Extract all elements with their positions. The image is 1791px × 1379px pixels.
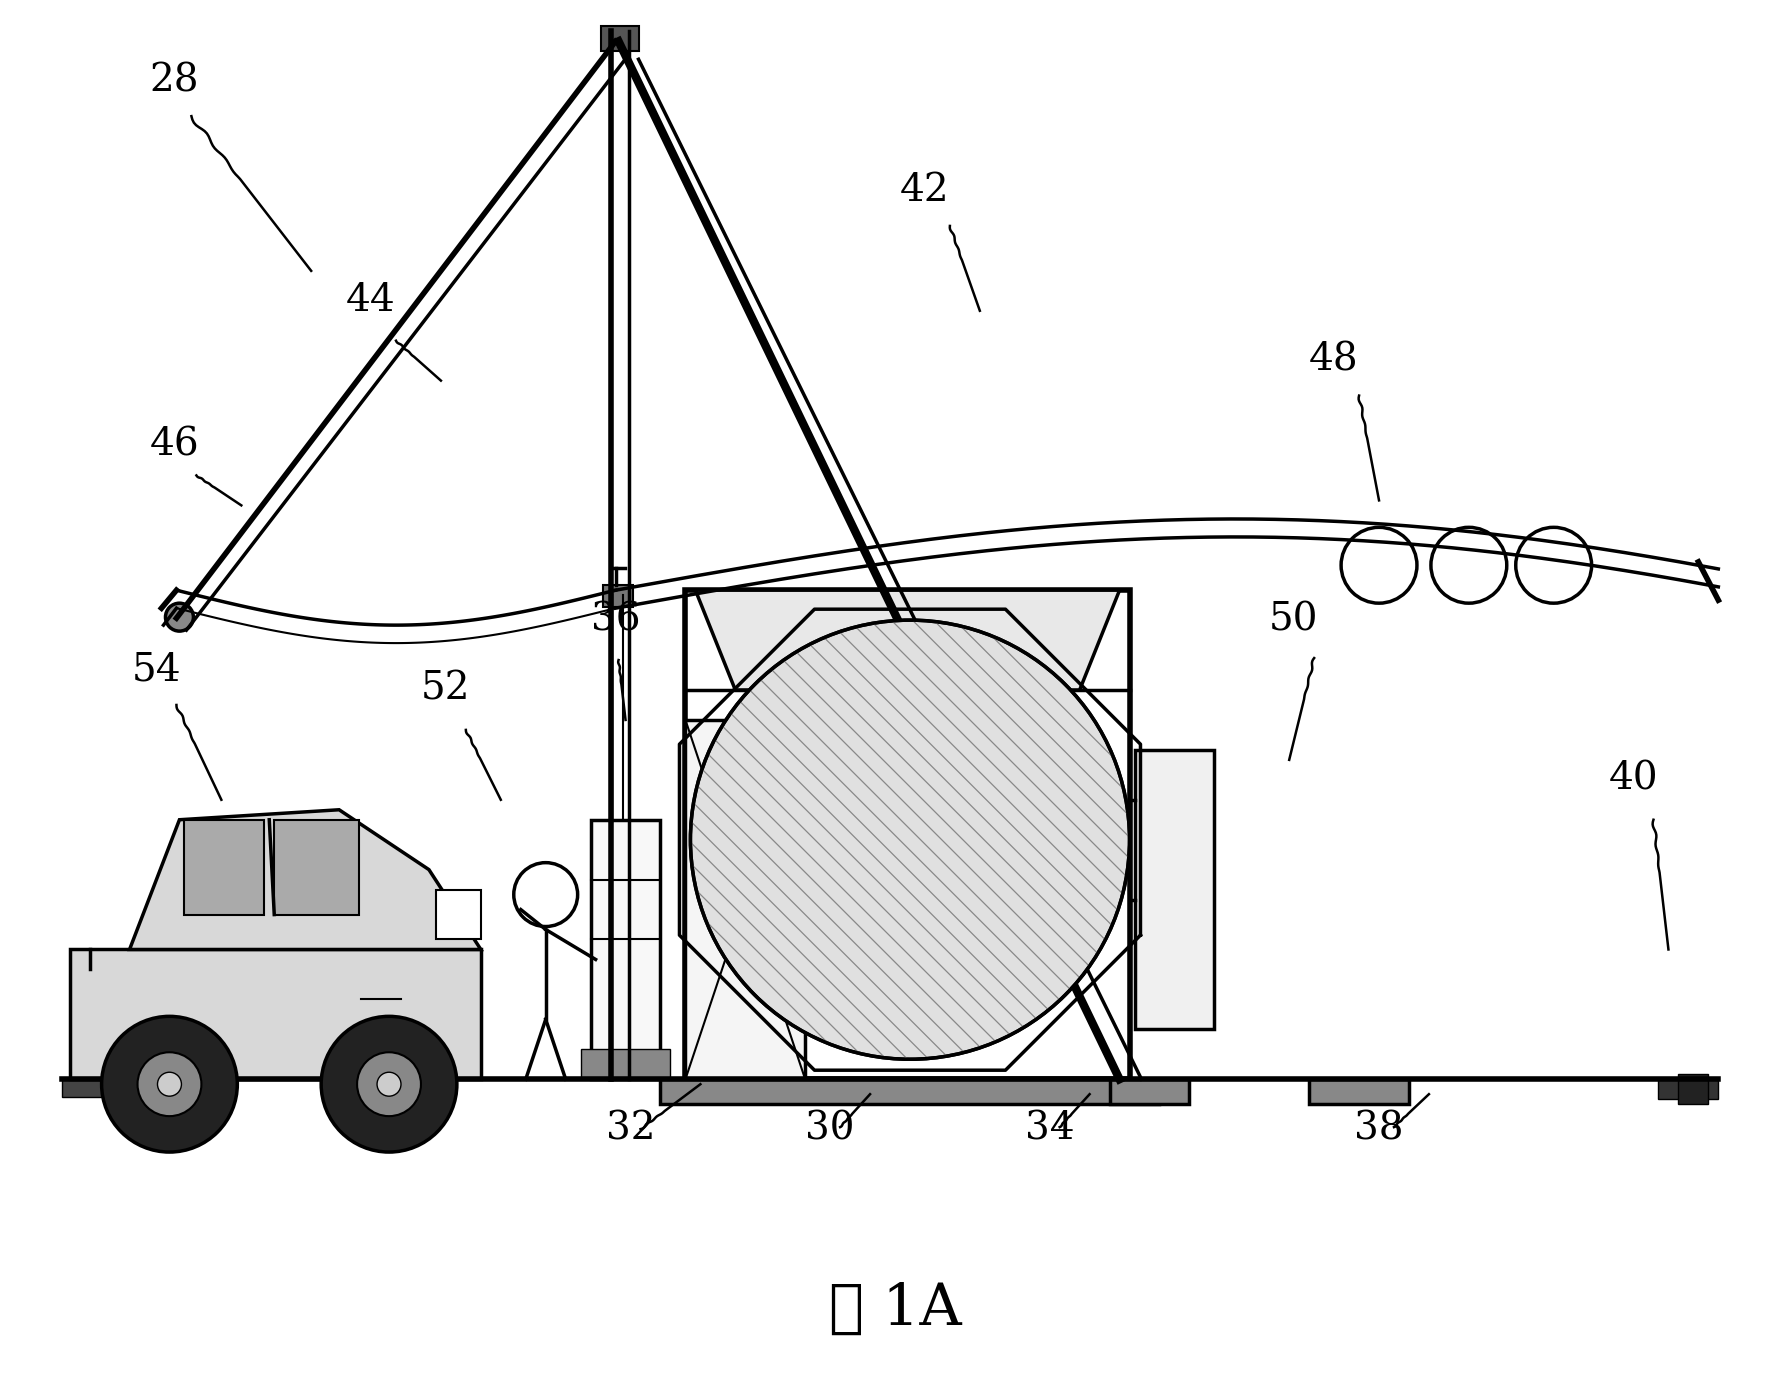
Text: 32: 32 [605,1110,656,1147]
Bar [274,819,358,914]
Bar [70,950,480,1080]
Bar [184,819,265,914]
Circle shape [158,1073,181,1096]
Bar [686,590,1130,1080]
Bar [591,819,661,1080]
Text: 36: 36 [591,601,639,638]
Circle shape [165,603,193,632]
Text: 48: 48 [1309,342,1359,379]
Bar [435,889,480,939]
Bar [602,585,632,607]
Text: 38: 38 [1354,1110,1404,1147]
Circle shape [356,1052,421,1116]
Text: 50: 50 [1270,601,1318,638]
Circle shape [690,621,1130,1059]
Text: 42: 42 [901,172,949,210]
Text: 30: 30 [806,1110,854,1147]
Bar [61,1080,141,1098]
Bar [1658,1080,1718,1099]
Text: 图 1A: 图 1A [829,1281,962,1336]
Circle shape [138,1052,201,1116]
Circle shape [321,1016,457,1151]
Bar [686,720,806,1080]
Text: 34: 34 [1024,1110,1075,1147]
Text: 46: 46 [149,426,199,463]
Circle shape [378,1073,401,1096]
Bar [580,1049,670,1080]
Bar [1134,750,1214,1029]
Bar [661,1080,1159,1105]
Bar [600,26,639,51]
Bar [1110,1080,1189,1105]
Circle shape [102,1016,238,1151]
Text: 54: 54 [131,651,181,688]
Text: 44: 44 [346,281,396,319]
Polygon shape [695,590,1119,690]
Bar [1678,1074,1709,1105]
Text: 52: 52 [421,672,471,707]
Bar [1309,1080,1410,1105]
Text: 40: 40 [1608,761,1658,798]
Polygon shape [129,809,480,950]
Text: 28: 28 [149,62,199,99]
